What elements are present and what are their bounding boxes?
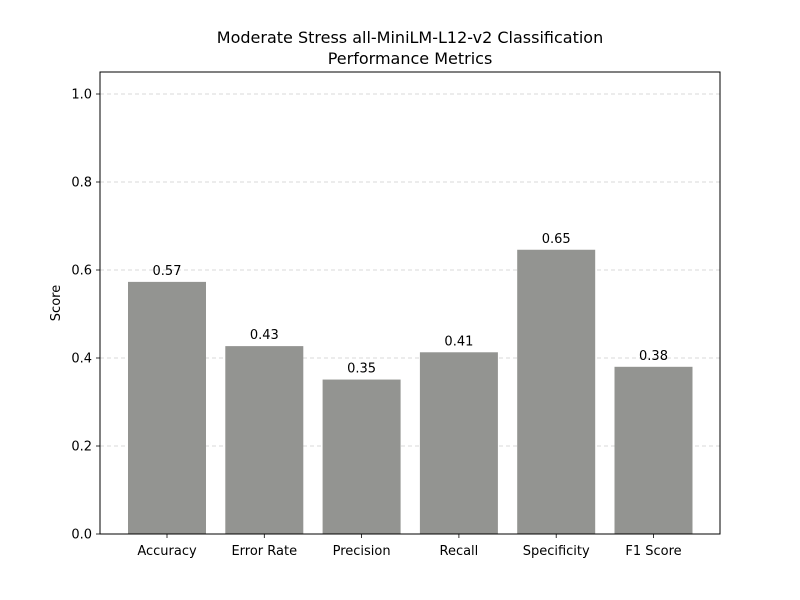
plot-area-frame: [99, 71, 721, 535]
bar-value-label: 0.35: [347, 362, 376, 377]
x-tick-label: Specificity: [523, 544, 590, 559]
x-tick-label: Precision: [333, 544, 391, 559]
bar-value-label: 0.65: [542, 232, 571, 247]
bar-value-label: 0.41: [444, 334, 473, 349]
y-axis-label: Score: [49, 285, 64, 321]
x-tick-label: Accuracy: [137, 544, 197, 559]
y-tick-label: 0.0: [71, 528, 92, 543]
bars: [128, 249, 693, 534]
bar: [322, 379, 401, 534]
y-axis-ticks: 0.0 0.2 0.4 0.6 0.8 1.0: [71, 88, 100, 543]
y-tick-label: 1.0: [71, 88, 92, 103]
y-tick-label: 0.6: [71, 264, 92, 279]
bar-value-label: 0.38: [639, 349, 668, 364]
bar-value-labels: 0.57 0.43 0.35 0.41 0.65 0.38: [153, 232, 668, 377]
bar: [614, 366, 693, 534]
y-tick-label: 0.8: [71, 176, 92, 191]
y-tick-label: 0.2: [71, 440, 92, 455]
chart-title: Moderate Stress all-MiniLM-L12-v2 Classi…: [217, 28, 603, 68]
x-tick-label: F1 Score: [625, 544, 681, 559]
x-tick-label: Recall: [440, 544, 479, 559]
y-tick-label: 0.4: [71, 352, 92, 367]
chart-title-line-1: Moderate Stress all-MiniLM-L12-v2 Classi…: [217, 28, 603, 47]
x-axis-ticks: Accuracy Error Rate Precision Recall Specifi…: [137, 534, 682, 559]
bar: [419, 352, 498, 534]
bar-value-label: 0.57: [153, 264, 182, 279]
bar-value-label: 0.43: [250, 328, 279, 343]
bar: [517, 249, 596, 534]
y-gridlines: [100, 93, 720, 447]
chart-title-line-2: Performance Metrics: [328, 49, 493, 68]
bar: [128, 281, 206, 534]
x-tick-label: Error Rate: [231, 544, 297, 559]
bar: [225, 346, 304, 534]
